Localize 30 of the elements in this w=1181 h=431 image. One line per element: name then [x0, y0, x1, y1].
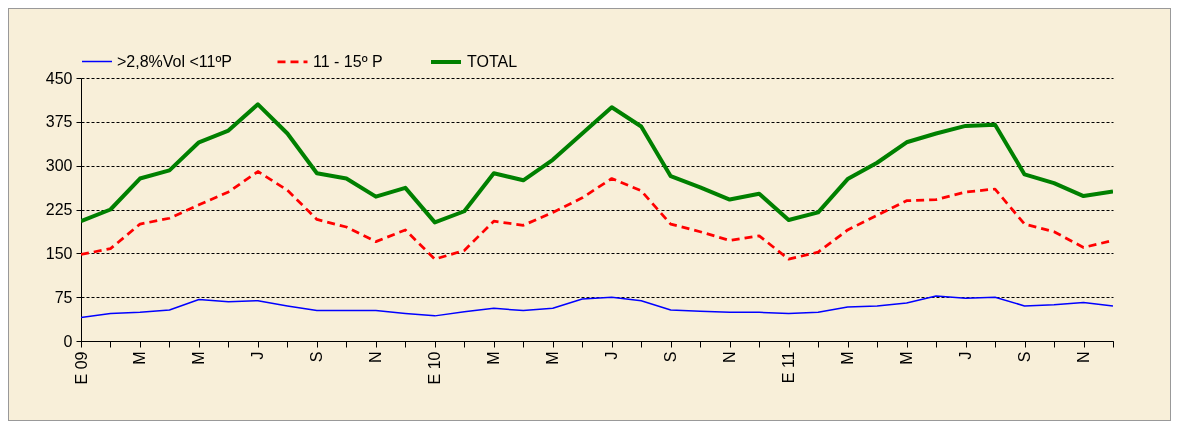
x-tick-label: M: [898, 351, 916, 365]
legend-label: TOTAL: [467, 53, 518, 70]
line-series: [81, 295, 1113, 319]
x-tick-label: M: [839, 351, 857, 365]
x-tick-label: S: [662, 351, 680, 363]
line-series: [81, 102, 1113, 225]
y-tick-label: 375: [45, 113, 73, 131]
y-tick-label: 225: [45, 201, 73, 218]
x-tick-label: M: [190, 351, 208, 365]
legend-label: >2,8%Vol <11ºP: [117, 52, 232, 70]
legend-label: 11 - 15º P: [313, 52, 383, 70]
x-tick-label: E 11: [780, 351, 798, 384]
x-tick-label: S: [1016, 351, 1034, 363]
x-tick-label: M: [131, 351, 149, 365]
x-tick-label: S: [308, 351, 326, 363]
y-tick-label: 150: [45, 244, 73, 262]
x-tick-label: N: [1075, 351, 1093, 364]
y-tick-label: 0: [63, 332, 73, 350]
x-tick-label: J: [249, 351, 267, 360]
x-tick-label: J: [957, 351, 975, 360]
x-tick-label: M: [485, 351, 503, 365]
x-tick-label: E 09: [72, 351, 90, 385]
y-tick-label: 75: [54, 288, 73, 306]
x-tick-label: N: [367, 351, 385, 364]
x-tick-label: J: [603, 351, 621, 360]
x-tick-label: N: [721, 351, 739, 364]
y-tick-label: 450: [45, 69, 73, 87]
x-tick-label: E 10: [426, 351, 444, 385]
y-tick-label: 300: [45, 157, 73, 175]
x-tick-label: M: [544, 351, 562, 365]
